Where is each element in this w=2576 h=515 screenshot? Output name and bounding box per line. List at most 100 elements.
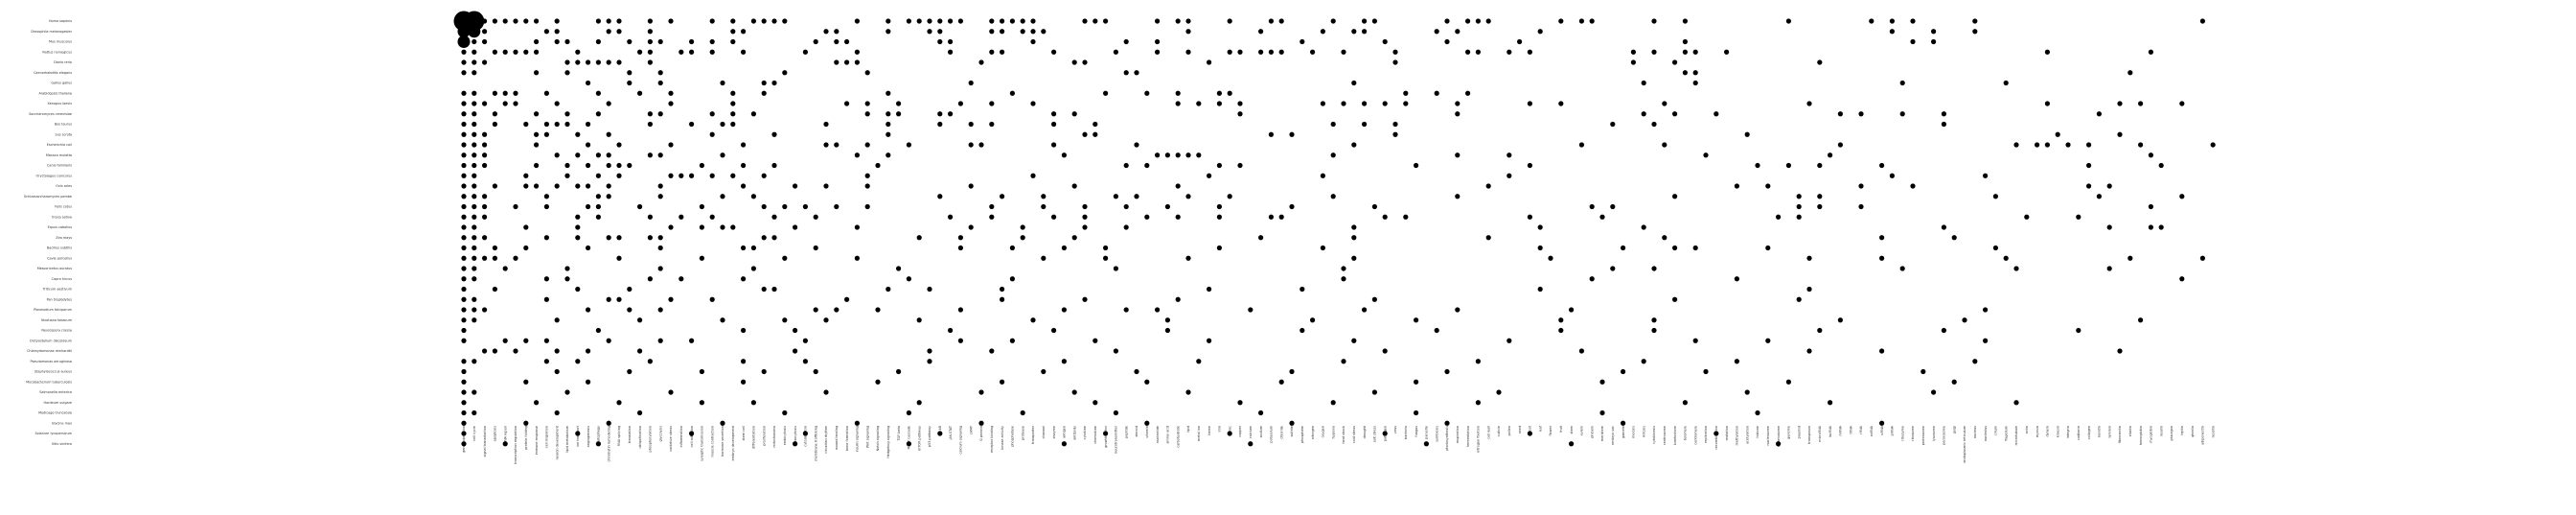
data-point: [1796, 194, 1802, 199]
data-point: [575, 131, 581, 137]
data-point: [586, 245, 591, 251]
data-point: [1103, 90, 1109, 96]
column-label: growth factor: [1104, 425, 1108, 447]
data-point: [1061, 245, 1067, 251]
data-point: [1558, 327, 1564, 334]
data-point: [937, 111, 943, 117]
column-label: salt stress: [1373, 426, 1377, 442]
data-point: [864, 203, 870, 210]
data-point: [2044, 101, 2050, 106]
data-point: [813, 307, 818, 313]
data-point: [1371, 296, 1377, 302]
data-point: [1692, 70, 1698, 76]
data-point: [720, 224, 725, 230]
data-point: [854, 18, 861, 24]
data-point: [741, 245, 747, 251]
data-point: [1465, 18, 1471, 24]
column-label: Notch signaling: [876, 426, 880, 451]
data-point: [844, 59, 850, 65]
column-label: steroid: [1135, 426, 1138, 437]
data-point: [1268, 214, 1274, 220]
row-label: Xenopus laevis: [48, 102, 73, 105]
data-point: [1051, 327, 1057, 334]
data-point: [564, 70, 570, 76]
data-point: [1216, 214, 1222, 220]
data-point: [844, 38, 850, 45]
data-point: [678, 49, 684, 55]
data-point: [1817, 327, 1823, 334]
data-point: [750, 194, 757, 199]
column-label: centrosome: [1663, 426, 1667, 445]
data-point: [978, 142, 984, 148]
column-label: virus: [1393, 426, 1397, 433]
data-point: [864, 70, 870, 76]
data-point: [823, 29, 829, 35]
data-point: [575, 183, 581, 189]
data-point: [730, 29, 736, 35]
data-point: [2013, 266, 2019, 271]
data-point: [927, 29, 932, 35]
data-point: [461, 90, 467, 96]
column-label: cadherin: [2077, 426, 2081, 440]
data-point: [896, 266, 902, 271]
data-point: [1817, 194, 1823, 199]
data-point: [461, 420, 467, 426]
data-point: [720, 80, 725, 86]
data-point: [606, 18, 611, 24]
data-point: [657, 245, 663, 251]
data-point: [1692, 49, 1698, 55]
data-point: [647, 111, 654, 117]
data-point: [1796, 296, 1802, 302]
data-point: [1506, 173, 1512, 178]
data-point: [461, 368, 467, 375]
data-point: [834, 307, 840, 313]
data-point: [1362, 29, 1368, 35]
data-point: [1920, 368, 1926, 375]
data-point: [896, 101, 902, 106]
data-point: [482, 29, 488, 35]
data-point: [720, 420, 725, 426]
data-point: [1207, 338, 1212, 343]
data-point: [1041, 29, 1046, 35]
data-point: [699, 203, 705, 210]
data-point: [1879, 235, 1885, 241]
data-point: [502, 90, 508, 96]
data-point: [1734, 276, 1739, 282]
data-point: [554, 38, 560, 45]
data-point: [709, 173, 715, 178]
data-point: [554, 183, 560, 189]
data-point: [906, 410, 912, 416]
data-point: [1641, 224, 1646, 230]
data-point: [2117, 348, 2123, 354]
data-point: [2138, 101, 2144, 106]
data-point: [502, 441, 508, 447]
data-point: [1278, 379, 1284, 385]
data-point: [2117, 131, 2123, 137]
data-point: [802, 49, 809, 55]
data-point: [472, 152, 477, 158]
data-point: [1682, 18, 1688, 24]
data-point: [1776, 214, 1782, 220]
data-point: [1776, 441, 1782, 447]
data-point: [461, 431, 467, 436]
data-point: [968, 183, 974, 189]
column-label: gene expression: [462, 426, 466, 453]
data-point: [957, 101, 964, 106]
data-point: [1185, 152, 1191, 158]
data-point: [647, 214, 654, 220]
data-point: [482, 18, 488, 24]
data-point: [564, 389, 570, 395]
data-point: [720, 317, 725, 323]
data-point: [637, 203, 643, 210]
data-point: [699, 255, 705, 261]
row-label: Mesocricetus auratus: [37, 267, 73, 270]
data-point: [793, 224, 798, 230]
data-point: [1351, 29, 1357, 35]
data-point: [627, 286, 632, 293]
data-point: [1414, 317, 1419, 323]
row-label: Danio rerio: [54, 60, 72, 64]
data-point: [1061, 441, 1067, 447]
data-point: [782, 70, 788, 76]
data-point: [1714, 111, 1719, 117]
data-point: [472, 235, 477, 241]
